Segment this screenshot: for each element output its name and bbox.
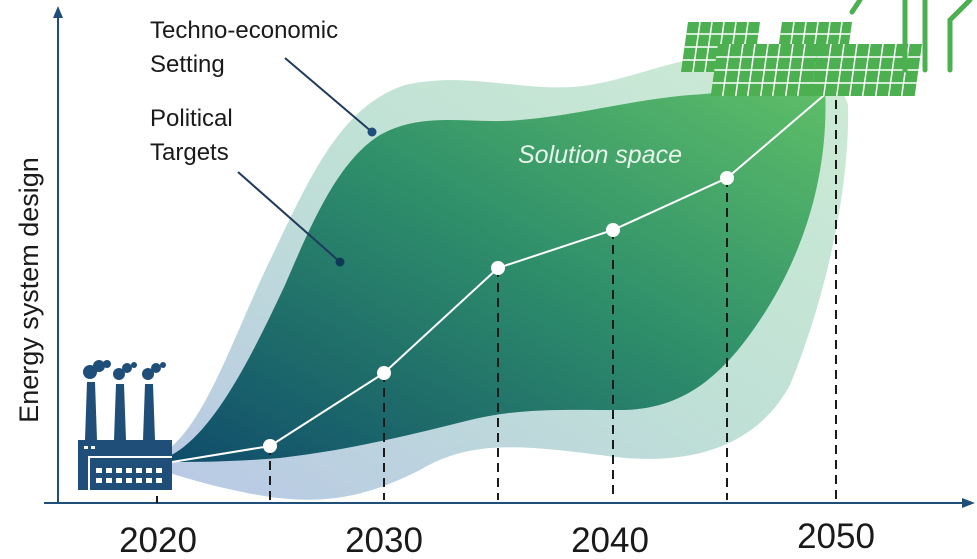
political-leader-dot xyxy=(335,257,345,267)
techno-economic-leader-dot xyxy=(367,127,377,137)
y-axis-label: Energy system design xyxy=(14,157,44,423)
y-axis-arrow xyxy=(53,6,63,18)
political-leader xyxy=(237,171,341,263)
techno-economic-label-line2: Setting xyxy=(150,51,225,78)
x-tick-label: 2050 xyxy=(797,517,875,556)
wind-turbine-icon xyxy=(849,0,973,73)
x-axis-arrow xyxy=(962,498,975,508)
political-label-line1: Political xyxy=(150,105,233,132)
milestone-point xyxy=(377,366,391,380)
techno-economic-label-line1: Techno-economic xyxy=(150,17,338,44)
milestone-point xyxy=(606,223,620,237)
solar-panel-icon xyxy=(680,22,922,96)
factory-icon xyxy=(78,360,172,490)
x-tick-label: 2030 xyxy=(345,521,423,559)
political-label-line2: Targets xyxy=(150,139,229,166)
techno-economic-leader xyxy=(284,57,373,133)
milestone-point xyxy=(720,171,734,185)
pathway-milestones xyxy=(263,171,734,453)
solution-space-label: Solution space xyxy=(518,141,682,169)
x-tick-label: 2020 xyxy=(119,521,197,559)
milestone-point xyxy=(263,439,277,453)
x-tick-label: 2040 xyxy=(571,521,649,559)
milestone-drop-lines xyxy=(269,85,837,500)
milestone-point xyxy=(491,261,505,275)
